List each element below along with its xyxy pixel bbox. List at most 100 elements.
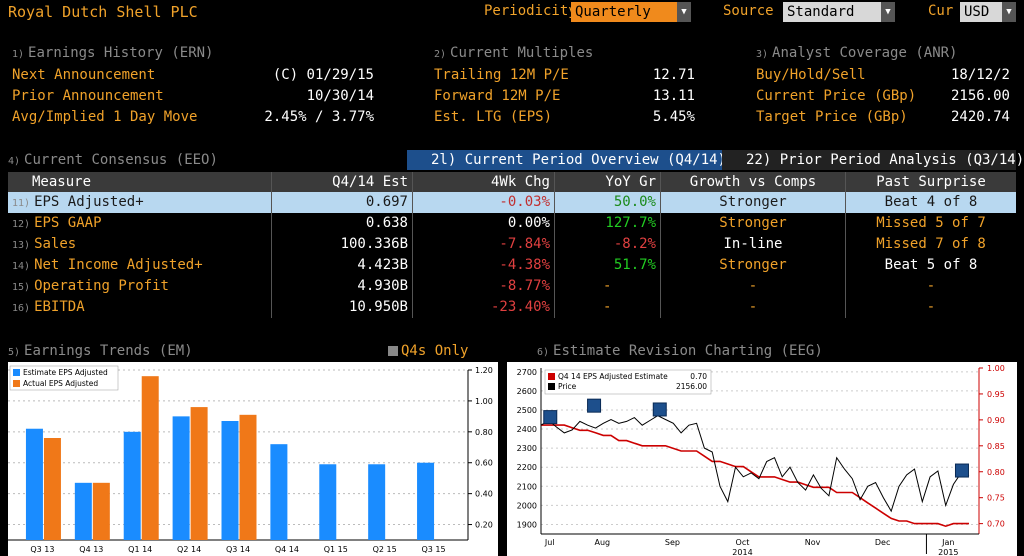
q4s-only-toggle[interactable]: Q4s Only (388, 343, 468, 359)
surprise-cell: Missed 7 of 8 (876, 236, 986, 252)
legend-box (544, 369, 712, 395)
x-tick-label: Sep (665, 538, 680, 547)
day-move-label: Avg/Implied 1 Day Move (12, 109, 198, 125)
y-tick-label: 1.20 (475, 366, 493, 375)
header-est[interactable]: Q4/14 Est (272, 172, 413, 192)
chg-cell: -0.03% (413, 192, 555, 213)
year-label: 2014 (732, 548, 752, 556)
header-4wk-chg[interactable]: 4Wk Chg (413, 172, 555, 192)
y-tick-label: 0.20 (475, 521, 493, 530)
table-row[interactable]: 11) EPS Adjusted+ 0.697 -0.03% 50.0% Stro… (8, 192, 1016, 213)
periodicity-select[interactable]: Quarterly ▼ (571, 2, 691, 22)
y-tick-label: 1.00 (475, 397, 493, 406)
section-number: 1) (12, 49, 25, 60)
source-value: Standard (783, 2, 881, 22)
legend-swatch (13, 369, 20, 376)
est-cell: 0.638 (272, 213, 413, 234)
section-title-text: Current Multiples (450, 45, 594, 61)
cur-label: Cur (928, 3, 954, 19)
surprise-cell: Beat 4 of 8 (884, 194, 978, 210)
chevron-down-icon[interactable]: ▼ (1002, 2, 1016, 22)
source-label: Source (723, 3, 774, 19)
currency-value: USD (960, 2, 1002, 22)
left-tick-label: 2600 (517, 387, 537, 396)
currency-select[interactable]: USD ▼ (960, 2, 1016, 22)
y-tick-label: 0.40 (475, 490, 493, 499)
tab-prior-period[interactable]: 22) Prior Period Analysis (Q3/14) (722, 150, 1024, 170)
buy-hold-sell-label: Buy/Hold/Sell (756, 67, 866, 83)
trailing-pe-label: Trailing 12M P/E (434, 67, 569, 83)
legend-value: 0.70 (690, 372, 707, 381)
earnings-trends-title[interactable]: 5) Earnings Trends (EM) (8, 343, 193, 359)
growth-cell: In-line (661, 234, 846, 255)
legend-box (9, 365, 119, 391)
section-title-text: Earnings Trends (EM) (24, 343, 193, 359)
section-number: 2) (434, 49, 447, 60)
x-tick-label: Aug (595, 538, 611, 547)
consensus-tabs: 2l) Current Period Overview (Q4/14) 22) … (407, 150, 1024, 170)
actual-bar (43, 438, 61, 540)
header-measure[interactable]: Measure (8, 172, 272, 192)
left-tick-label: 2700 (517, 368, 537, 377)
earnings-history-title[interactable]: 1) Earnings History (ERN) (12, 45, 213, 61)
right-tick-label: 0.75 (987, 494, 1005, 503)
estimate-revision-title[interactable]: 6) Estimate Revision Charting (EEG) (537, 343, 823, 359)
chg-cell: -8.77% (413, 276, 555, 297)
measure-cell: EBITDA (34, 299, 85, 315)
header-surprise[interactable]: Past Surprise (876, 174, 986, 190)
estimate-bar (417, 462, 435, 540)
x-tick-label: Jan (941, 538, 954, 547)
growth-cell: - (661, 276, 846, 297)
actual-bar (239, 414, 257, 540)
measure-cell: Net Income Adjusted+ (34, 257, 203, 273)
table-row[interactable]: 15) Operating Profit 4.930B -8.77% - - - (8, 276, 1016, 297)
surprise-cell: - (926, 278, 936, 294)
legend-label: Q4 14 EPS Adjusted Estimate (558, 372, 668, 381)
est-cell: 4.930B (272, 276, 413, 297)
earnings-bar-chart: 0.20 0.40 0.60 0.80 1.00 1.20 Q3 13 Q4 13 Q1 14 Q… (8, 365, 493, 554)
forward-pe-value: 13.11 (652, 88, 695, 104)
estimate-bar (221, 421, 239, 540)
consensus-title[interactable]: 4) Current Consensus (EEO) (8, 152, 218, 168)
table-row[interactable]: 16) EBITDA 10.950B -23.40% - - - (8, 297, 1016, 318)
earnings-trends-chart[interactable]: 0.20 0.40 0.60 0.80 1.00 1.20 Q3 13 Q4 13 Q1 14 Q… (8, 362, 498, 556)
actual-bar (190, 407, 208, 540)
growth-cell: Stronger (661, 192, 846, 213)
analyst-coverage-title[interactable]: 3) Analyst Coverage (ANR) (756, 45, 957, 61)
trailing-pe-value: 12.71 (652, 67, 695, 83)
yoy-cell: 127.7% (555, 213, 661, 234)
yoy-cell: - (555, 276, 661, 297)
current-price-value: 2156.00 (950, 88, 1010, 104)
yoy-cell: - (555, 297, 661, 318)
table-row[interactable]: 12) EPS GAAP 0.638 0.00% 127.7% Stronger … (8, 213, 1016, 234)
left-tick-label: 2200 (517, 463, 537, 472)
actual-bar (141, 376, 159, 540)
source-select[interactable]: Standard ▼ (783, 2, 895, 22)
estimate-bar (25, 428, 43, 540)
next-announcement-value: (C) 01/29/15 (272, 67, 374, 83)
section-title-text: Earnings History (ERN) (28, 45, 214, 61)
periodicity-label: Periodicity (484, 3, 577, 19)
x-tick-label: Q3 14 (226, 545, 250, 554)
estimate-revision-chart[interactable]: 1900 2000 2100 2200 2300 2400 2500 2600 2700 0.70… (507, 362, 1017, 556)
header-yoy[interactable]: YoY Gr (555, 172, 661, 192)
x-tick-label: Q1 15 (324, 545, 348, 554)
event-marker (587, 398, 602, 413)
estimate-bar (74, 482, 92, 540)
legend-label: Price (558, 382, 577, 391)
yoy-cell: 50.0% (555, 192, 661, 213)
chevron-down-icon[interactable]: ▼ (677, 2, 691, 22)
header-growth[interactable]: Growth vs Comps (661, 172, 846, 192)
table-row[interactable]: 14) Net Income Adjusted+ 4.423B -4.38% 51… (8, 255, 1016, 276)
x-tick-label: Jul (544, 538, 555, 547)
ltg-value: 5.45% (652, 109, 695, 125)
x-tick-label: Q4 14 (275, 545, 299, 554)
table-row[interactable]: 13) Sales 100.336B -7.84% -8.2% In-line M… (8, 234, 1016, 255)
chevron-down-icon[interactable]: ▼ (881, 2, 895, 22)
est-cell: 0.697 (272, 192, 413, 213)
section-number: 6) (537, 347, 550, 358)
left-tick-label: 2500 (517, 406, 537, 415)
tab-current-period[interactable]: 2l) Current Period Overview (Q4/14) (407, 150, 726, 170)
estimate-bar (172, 416, 190, 540)
current-multiples-title[interactable]: 2) Current Multiples (434, 45, 593, 61)
